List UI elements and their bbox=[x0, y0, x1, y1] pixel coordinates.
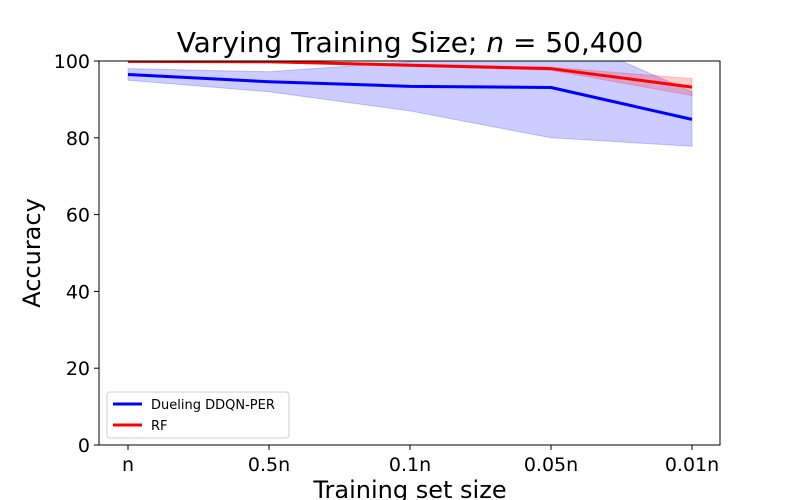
y-tick-label-60: 60 bbox=[66, 205, 90, 227]
x-tick-label-0-01n: 0.01n bbox=[665, 454, 719, 476]
x-tick-label-0-5n: 0.5n bbox=[248, 454, 290, 476]
legend-label-dueling-ddqn-per: Dueling DDQN-PER bbox=[151, 398, 275, 413]
x-tick-label-0-1n: 0.1n bbox=[389, 454, 431, 476]
chart-title: Varying Training Size; n = 50,400 bbox=[177, 26, 644, 59]
y-tick-label-20: 20 bbox=[66, 358, 90, 380]
y-tick-label-40: 40 bbox=[66, 281, 90, 303]
y-tick-label-80: 80 bbox=[66, 128, 90, 150]
x-axis-label: Training set size bbox=[312, 476, 506, 500]
y-tick-label-0: 0 bbox=[78, 435, 90, 457]
legend-label-rf: RF bbox=[151, 419, 168, 434]
legend: Dueling DDQN-PER RF bbox=[106, 391, 290, 439]
y-axis-label: Accuracy bbox=[18, 198, 46, 308]
y-tick-label-100: 100 bbox=[54, 51, 90, 73]
x-tick-label-n: n bbox=[122, 454, 134, 476]
x-tick-label-0-05n: 0.05n bbox=[524, 454, 578, 476]
legend-box bbox=[106, 391, 290, 439]
